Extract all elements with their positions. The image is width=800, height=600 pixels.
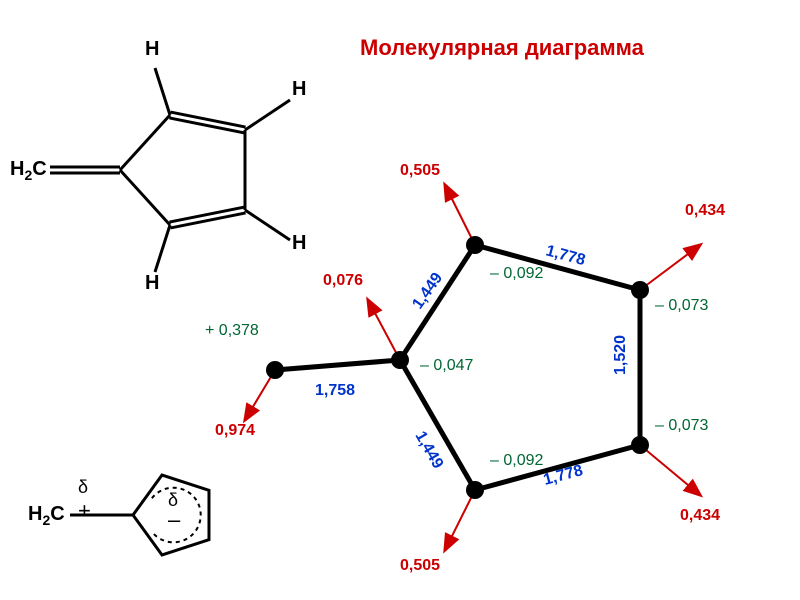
arrow-label: 0,434 (685, 202, 725, 219)
charge-label: – 0,092 (490, 265, 543, 282)
molecular-diagram: 1,7581,4491,7781,5201,7781,4490,974+ 0,3… (0, 0, 800, 600)
bond-label: 1,449 (409, 270, 446, 313)
arrow-label: 0,076 (323, 272, 363, 289)
bond-label: 1,778 (542, 462, 585, 489)
bond-label: 1,758 (315, 382, 355, 399)
charge-label: – 0,092 (490, 452, 543, 469)
charge-label: – 0,047 (420, 357, 473, 374)
charge-label: – 0,073 (655, 417, 708, 434)
charge-label: + 0,378 (205, 322, 259, 339)
arrow-label: 0,974 (215, 422, 255, 439)
arrow-label: 0,434 (680, 507, 720, 524)
arrow-label: 0,505 (400, 162, 440, 179)
bond-label: 1,520 (612, 335, 629, 375)
charge-label: – 0,073 (655, 297, 708, 314)
arrow-label: 0,505 (400, 557, 440, 574)
